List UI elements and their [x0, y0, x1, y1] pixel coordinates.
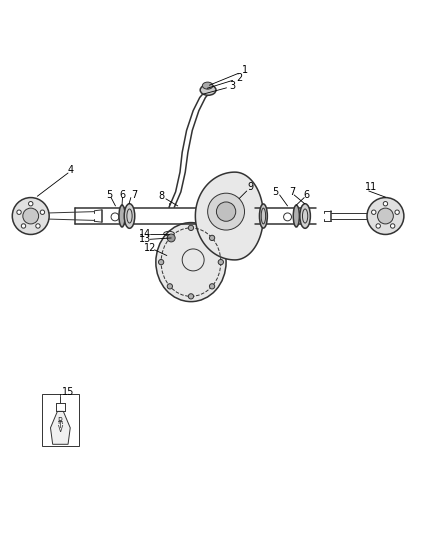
- Circle shape: [394, 210, 399, 214]
- Text: 7: 7: [131, 190, 138, 199]
- Ellipse shape: [155, 223, 226, 302]
- Ellipse shape: [293, 205, 299, 227]
- Ellipse shape: [119, 205, 125, 227]
- Circle shape: [209, 284, 214, 289]
- Text: V: V: [58, 425, 63, 434]
- Circle shape: [209, 235, 214, 240]
- Polygon shape: [195, 172, 263, 260]
- Text: 4: 4: [67, 165, 73, 175]
- Text: 8: 8: [158, 191, 164, 201]
- Circle shape: [188, 225, 193, 230]
- Circle shape: [389, 224, 394, 228]
- Text: 13: 13: [138, 235, 151, 244]
- Text: 2: 2: [236, 72, 242, 83]
- Ellipse shape: [259, 204, 267, 228]
- Text: 11: 11: [364, 182, 376, 192]
- Text: 5: 5: [272, 187, 278, 197]
- Text: 9: 9: [247, 182, 253, 192]
- Text: 5: 5: [106, 190, 112, 199]
- Circle shape: [377, 208, 392, 224]
- Ellipse shape: [202, 82, 212, 89]
- FancyBboxPatch shape: [42, 394, 79, 447]
- Ellipse shape: [299, 204, 310, 228]
- Text: 3: 3: [229, 80, 235, 91]
- Circle shape: [216, 202, 235, 221]
- Circle shape: [35, 224, 40, 228]
- Circle shape: [382, 201, 387, 206]
- Ellipse shape: [124, 204, 134, 228]
- Circle shape: [167, 284, 172, 289]
- Text: T: T: [58, 421, 63, 430]
- Circle shape: [167, 234, 175, 242]
- Text: R: R: [57, 416, 63, 425]
- Polygon shape: [50, 411, 70, 445]
- Circle shape: [366, 198, 403, 235]
- Circle shape: [158, 260, 163, 265]
- Circle shape: [188, 294, 193, 299]
- Circle shape: [167, 235, 172, 240]
- Text: 12: 12: [144, 243, 156, 253]
- Circle shape: [17, 210, 21, 214]
- Circle shape: [207, 193, 244, 230]
- Text: 7: 7: [288, 187, 294, 197]
- Circle shape: [23, 208, 39, 224]
- Circle shape: [28, 201, 33, 206]
- Text: 15: 15: [62, 386, 74, 397]
- Text: 6: 6: [120, 190, 126, 199]
- Ellipse shape: [200, 85, 215, 95]
- Text: 6: 6: [303, 190, 309, 199]
- Text: 1: 1: [241, 65, 247, 75]
- Circle shape: [40, 210, 45, 214]
- Circle shape: [12, 198, 49, 235]
- Text: 14: 14: [138, 229, 151, 239]
- Circle shape: [218, 260, 223, 265]
- Circle shape: [371, 210, 375, 214]
- Circle shape: [375, 224, 380, 228]
- Circle shape: [21, 224, 26, 228]
